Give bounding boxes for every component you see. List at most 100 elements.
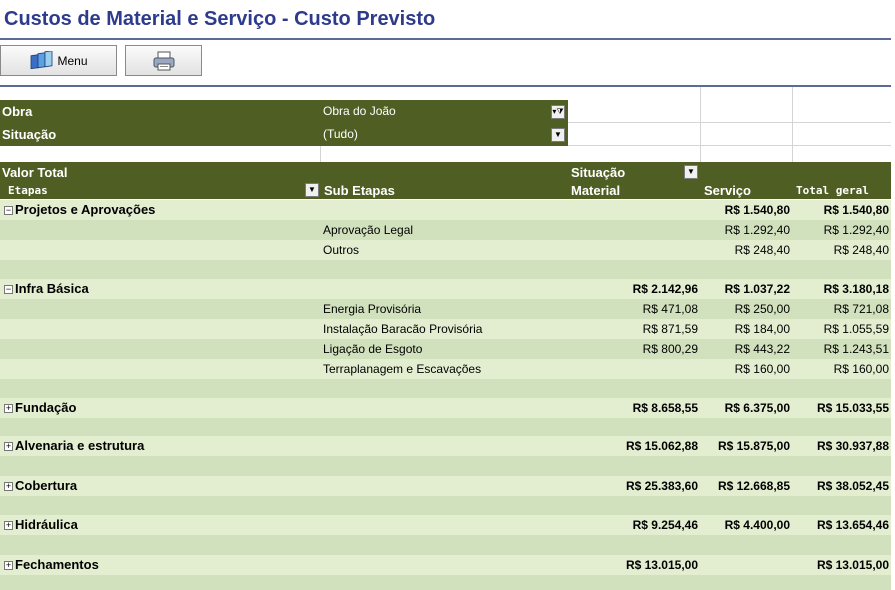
sub-etapa-row: Instalação Baracão Provisória R$ 871,59 R$… [0, 319, 891, 339]
total-value: R$ 13.015,00 [816, 558, 889, 572]
servico-value: R$ 1.292,40 [724, 223, 790, 237]
spacer-row [0, 379, 891, 398]
servico-value: R$ 248,40 [734, 243, 790, 257]
total-value: R$ 15.033,55 [816, 401, 889, 415]
sub-etapa-row: Ligação de Esgoto R$ 800,29 R$ 443,22 R$ 1.… [0, 339, 891, 359]
filter-funnel-icon[interactable]: ▾⧩ [551, 105, 565, 119]
column-material: Material [571, 183, 621, 198]
sheet-gridline [700, 87, 701, 162]
group-row: + Fundação R$ 8.658,55 R$ 6.375,00 R$ 15.033… [0, 398, 891, 418]
material-value: R$ 871,59 [642, 322, 698, 336]
group-row: − Infra Básica R$ 2.142,96 R$ 1.037,22 R$ 3.… [0, 279, 891, 299]
material-value: R$ 8.658,55 [632, 401, 698, 415]
etapa-name: Projetos e Aprovações [15, 202, 156, 217]
collapse-icon[interactable]: − [4, 284, 13, 294]
servico-value: R$ 1.037,22 [724, 282, 790, 296]
sheet-gridline [792, 87, 793, 162]
sheet-gridline [568, 122, 891, 123]
total-value: R$ 248,40 [833, 243, 889, 257]
printer-icon [153, 51, 174, 70]
print-button[interactable] [125, 45, 202, 76]
material-value: R$ 15.062,88 [625, 439, 698, 453]
column-total-geral: Total geral [796, 184, 869, 197]
servico-value: R$ 6.375,00 [724, 401, 790, 415]
total-value: R$ 3.180,18 [823, 282, 889, 296]
total-value: R$ 38.052,45 [816, 479, 889, 493]
dropdown-arrow-icon[interactable]: ▼ [684, 165, 698, 179]
pivot-header: Valor Total Situação ▼ Etapas ▼ Sub Etap… [0, 162, 891, 199]
etapa-name: Hidráulica [15, 517, 78, 532]
dropdown-arrow-icon[interactable]: ▼ [551, 128, 565, 142]
etapa-name: Fechamentos [15, 557, 99, 572]
sub-etapa-name: Energia Provisória [323, 302, 422, 316]
spacer-row [0, 496, 891, 515]
servico-value: R$ 1.540,80 [724, 203, 790, 217]
dropdown-arrow-icon[interactable]: ▼ [305, 183, 319, 197]
group-row: + Alvenaria e estrutura R$ 15.062,88 R$ 15.… [0, 436, 891, 456]
group-row: + Hidráulica R$ 9.254,46 R$ 4.400,00 R$ 13.6… [0, 515, 891, 535]
sub-etapa-name: Aprovação Legal [323, 223, 414, 237]
material-value: R$ 471,08 [642, 302, 698, 316]
spacer-row [0, 418, 891, 436]
row-field-etapas: Etapas [8, 184, 48, 197]
servico-value: R$ 4.400,00 [724, 518, 790, 532]
etapa-name: Alvenaria e estrutura [15, 438, 145, 453]
etapa-name: Cobertura [15, 478, 78, 493]
material-value: R$ 25.383,60 [625, 479, 698, 493]
total-value: R$ 1.540,80 [823, 203, 889, 217]
sub-etapa-name: Outros [323, 243, 360, 257]
material-value: R$ 9.254,46 [632, 518, 698, 532]
row-field-sub-etapas: Sub Etapas [324, 183, 395, 198]
expand-icon[interactable]: + [4, 403, 13, 413]
filter-obra-label: Obra [2, 104, 33, 119]
total-value: R$ 160,00 [833, 362, 889, 376]
servico-value: R$ 12.668,85 [717, 479, 790, 493]
group-row: − Projetos e Aprovações R$ 1.540,80 R$ 1.54… [0, 200, 891, 220]
sub-etapa-row: Terraplanagem e Escavações R$ 160,00 R$ 16… [0, 359, 891, 379]
sub-etapa-name: Ligação de Esgoto [323, 342, 423, 356]
sub-etapa-row: Aprovação Legal R$ 1.292,40 R$ 1.292,40 [0, 220, 891, 240]
expand-icon[interactable]: + [4, 560, 13, 570]
filter-situacao-value: (Tudo) [323, 127, 358, 141]
menu-button[interactable]: Menu [0, 45, 117, 76]
expand-icon[interactable]: + [4, 481, 13, 491]
group-row: + Cobertura R$ 25.383,60 R$ 12.668,85 R$ 38.… [0, 476, 891, 496]
total-value: R$ 1.243,51 [823, 342, 889, 356]
servico-value: R$ 15.875,00 [717, 439, 790, 453]
page-title: Custos de Material e Serviço - Custo Pre… [4, 8, 436, 30]
sheet-gridline [320, 146, 321, 162]
filter-situacao-label: Situação [2, 127, 57, 142]
books-icon [31, 50, 53, 69]
sub-etapa-name: Instalação Baracão Provisória [323, 322, 483, 336]
spacer-row [0, 535, 891, 555]
spacer-row [0, 575, 891, 590]
servico-value: R$ 184,00 [734, 322, 790, 336]
expand-icon[interactable]: + [4, 520, 13, 530]
filter-situacao: Situação (Tudo) ▼ [0, 123, 568, 146]
sub-etapa-name: Terraplanagem e Escavações [323, 362, 482, 376]
sub-etapa-row: Energia Provisória R$ 471,08 R$ 250,00 R$ 7… [0, 299, 891, 319]
collapse-icon[interactable]: − [4, 205, 13, 215]
total-value: R$ 30.937,88 [816, 439, 889, 453]
sub-etapa-row: Outros R$ 248,40 R$ 248,40 [0, 240, 891, 260]
total-value: R$ 721,08 [833, 302, 889, 316]
total-value: R$ 1.292,40 [823, 223, 889, 237]
material-value: R$ 2.142,96 [632, 282, 698, 296]
menu-button-label: Menu [57, 53, 88, 68]
value-field-label: Valor Total [2, 165, 68, 180]
servico-value: R$ 160,00 [734, 362, 790, 376]
column-servico: Serviço [704, 183, 751, 198]
expand-icon[interactable]: + [4, 441, 13, 451]
filter-obra-value: Obra do João [323, 104, 396, 118]
total-value: R$ 13.654,46 [816, 518, 889, 532]
title-divider [0, 38, 891, 40]
group-row: + Fechamentos R$ 13.015,00 R$ 13.015,00 [0, 555, 891, 575]
sheet-gridline [568, 145, 891, 146]
spacer-row [0, 456, 891, 476]
material-value: R$ 13.015,00 [625, 558, 698, 572]
toolbar-divider [0, 85, 891, 87]
column-field-label: Situação [571, 165, 626, 180]
servico-value: R$ 250,00 [734, 302, 790, 316]
etapa-name: Infra Básica [15, 281, 89, 296]
total-value: R$ 1.055,59 [823, 322, 889, 336]
